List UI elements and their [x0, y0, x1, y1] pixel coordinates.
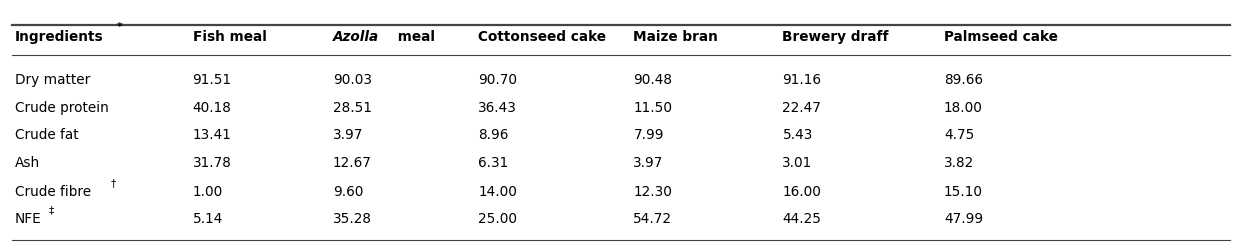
Text: 36.43: 36.43	[478, 100, 517, 114]
Text: 25.00: 25.00	[478, 212, 517, 226]
Text: ‡: ‡	[48, 204, 53, 214]
Text: 8.96: 8.96	[478, 128, 508, 142]
Text: 4.75: 4.75	[944, 128, 974, 142]
Text: Crude fat: Crude fat	[15, 128, 78, 142]
Text: Fish meal: Fish meal	[193, 30, 266, 44]
Text: 12.67: 12.67	[333, 155, 371, 169]
Text: 9.60: 9.60	[333, 184, 363, 198]
Text: 35.28: 35.28	[333, 212, 371, 226]
Text: 28.51: 28.51	[333, 100, 371, 114]
Text: 54.72: 54.72	[633, 212, 672, 226]
Text: 7.99: 7.99	[633, 128, 664, 142]
Text: 13.41: 13.41	[193, 128, 231, 142]
Text: Palmseed cake: Palmseed cake	[944, 30, 1058, 44]
Text: Brewery draff: Brewery draff	[782, 30, 889, 44]
Text: 1.00: 1.00	[193, 184, 222, 198]
Text: 15.10: 15.10	[944, 184, 982, 198]
Text: 11.50: 11.50	[633, 100, 672, 114]
Text: Cottonseed cake: Cottonseed cake	[478, 30, 606, 44]
Text: †: †	[111, 177, 116, 187]
Text: 89.66: 89.66	[944, 73, 982, 87]
Text: NFE: NFE	[15, 212, 42, 226]
Text: 90.03: 90.03	[333, 73, 371, 87]
Text: Crude protein: Crude protein	[15, 100, 109, 114]
Text: 16.00: 16.00	[782, 184, 821, 198]
Text: 44.25: 44.25	[782, 212, 821, 226]
Text: 3.97: 3.97	[633, 155, 663, 169]
Text: 91.16: 91.16	[782, 73, 821, 87]
Text: 5.43: 5.43	[782, 128, 812, 142]
Text: 6.31: 6.31	[478, 155, 508, 169]
Text: Maize bran: Maize bran	[633, 30, 718, 44]
Text: 47.99: 47.99	[944, 212, 984, 226]
Text: 22.47: 22.47	[782, 100, 821, 114]
Text: Crude fibre: Crude fibre	[15, 184, 91, 198]
Text: meal: meal	[395, 30, 435, 44]
Text: Azolla: Azolla	[333, 30, 379, 44]
Text: 14.00: 14.00	[478, 184, 517, 198]
Text: Dry matter: Dry matter	[15, 73, 91, 87]
Text: 90.70: 90.70	[478, 73, 517, 87]
Text: 90.48: 90.48	[633, 73, 672, 87]
Text: 31.78: 31.78	[193, 155, 231, 169]
Text: 40.18: 40.18	[193, 100, 231, 114]
Text: Ash: Ash	[15, 155, 40, 169]
Text: 3.01: 3.01	[782, 155, 812, 169]
Text: 5.14: 5.14	[193, 212, 222, 226]
Text: 3.82: 3.82	[944, 155, 974, 169]
Text: 12.30: 12.30	[633, 184, 672, 198]
Text: 91.51: 91.51	[193, 73, 232, 87]
Text: Ingredients: Ingredients	[15, 30, 103, 44]
Text: 3.97: 3.97	[333, 128, 363, 142]
Text: 18.00: 18.00	[944, 100, 982, 114]
Text: *: *	[117, 22, 123, 32]
